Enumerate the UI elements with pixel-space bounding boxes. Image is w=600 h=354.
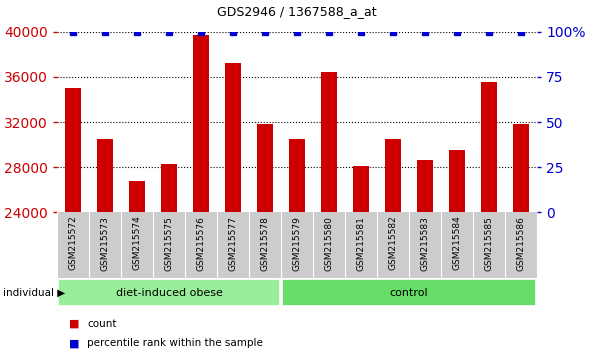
- Text: percentile rank within the sample: percentile rank within the sample: [87, 338, 263, 348]
- Text: GSM215572: GSM215572: [68, 216, 77, 270]
- Text: GSM215578: GSM215578: [260, 216, 269, 270]
- Text: GSM215579: GSM215579: [293, 216, 302, 270]
- Bar: [65, 88, 81, 212]
- Bar: [289, 139, 305, 212]
- Text: control: control: [389, 288, 428, 298]
- Bar: [129, 181, 145, 212]
- Text: GSM215584: GSM215584: [452, 216, 461, 270]
- Text: individual ▶: individual ▶: [3, 288, 65, 298]
- Text: GSM215575: GSM215575: [164, 216, 173, 270]
- FancyBboxPatch shape: [58, 279, 280, 307]
- Text: GSM215586: GSM215586: [517, 216, 526, 270]
- Text: GSM215573: GSM215573: [101, 216, 110, 270]
- Bar: [225, 63, 241, 212]
- Text: count: count: [87, 319, 116, 329]
- Text: GSM215574: GSM215574: [133, 216, 142, 270]
- Text: ■: ■: [69, 338, 79, 348]
- Bar: [193, 35, 209, 212]
- Bar: [161, 164, 177, 212]
- Bar: [385, 139, 401, 212]
- Text: diet-induced obese: diet-induced obese: [116, 288, 223, 298]
- Text: GSM215580: GSM215580: [325, 216, 334, 270]
- Bar: [321, 73, 337, 212]
- Text: ■: ■: [69, 319, 79, 329]
- Text: GSM215576: GSM215576: [197, 216, 205, 270]
- Text: GSM215577: GSM215577: [229, 216, 238, 270]
- Text: GSM215583: GSM215583: [421, 216, 430, 270]
- Bar: [513, 124, 529, 212]
- Text: GSM215581: GSM215581: [356, 216, 365, 270]
- Text: GDS2946 / 1367588_a_at: GDS2946 / 1367588_a_at: [217, 5, 377, 18]
- Bar: [481, 81, 497, 212]
- Bar: [449, 150, 465, 212]
- Text: GSM215582: GSM215582: [389, 216, 398, 270]
- FancyBboxPatch shape: [282, 279, 536, 307]
- Bar: [353, 166, 369, 212]
- Text: GSM215585: GSM215585: [485, 216, 493, 270]
- Bar: [417, 160, 433, 212]
- Bar: [97, 139, 113, 212]
- Bar: [257, 124, 273, 212]
